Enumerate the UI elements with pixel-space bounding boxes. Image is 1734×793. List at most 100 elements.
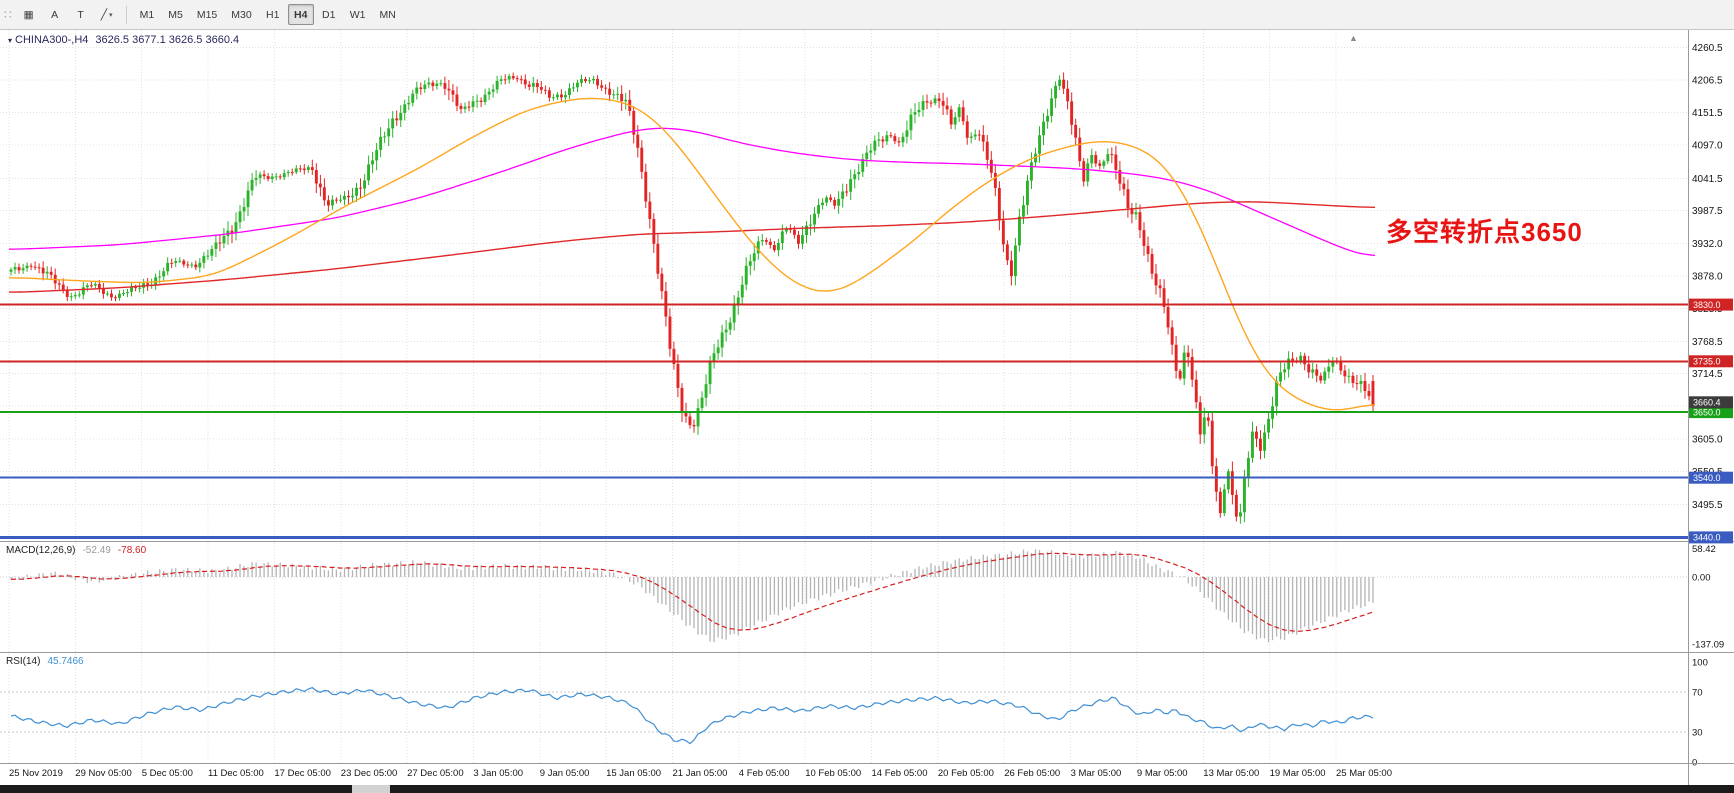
svg-text:10 Feb 05:00: 10 Feb 05:00	[805, 768, 861, 779]
svg-text:3495.5: 3495.5	[1692, 500, 1723, 511]
svg-text:20 Feb 05:00: 20 Feb 05:00	[938, 768, 994, 779]
svg-text:4 Feb 05:00: 4 Feb 05:00	[739, 768, 790, 779]
svg-text:23 Dec 05:00: 23 Dec 05:00	[341, 768, 398, 779]
timeframe-h4-button[interactable]: H4	[287, 4, 314, 25]
hline-price-tag[interactable]: 3540.0	[1689, 471, 1733, 484]
ma-slow-magenta	[8, 127, 1376, 257]
svg-text:4260.5: 4260.5	[1692, 43, 1723, 54]
svg-text:3768.5: 3768.5	[1692, 337, 1723, 348]
bottom-bar-notch	[352, 785, 390, 793]
timeframe-mn-button[interactable]: MN	[373, 4, 401, 25]
svg-text:30: 30	[1692, 728, 1703, 739]
macd-value: -52.49	[82, 545, 111, 556]
chart-symbol-period: CHINA300-,H4	[15, 34, 89, 46]
toolbar-grip-icon[interactable]: ∷	[4, 7, 12, 22]
svg-text:-137.09: -137.09	[1692, 639, 1724, 650]
timeframe-d1-button[interactable]: D1	[316, 4, 342, 25]
svg-text:21 Jan 05:00: 21 Jan 05:00	[673, 768, 728, 779]
svg-text:0.00: 0.00	[1692, 573, 1711, 584]
charts-icon: ▦	[23, 8, 34, 21]
svg-text:4151.5: 4151.5	[1692, 108, 1723, 119]
svg-text:9 Mar 05:00: 9 Mar 05:00	[1137, 768, 1188, 779]
price-grid: 4260.5 4206.5 4151.5 4097.0 4041.5 3987.5 3932…	[0, 43, 1723, 543]
rsi-value: 45.7466	[47, 656, 84, 667]
rsi-name: RSI(14)	[6, 656, 41, 667]
timeframe-m30-button[interactable]: M30	[225, 4, 257, 25]
svg-text:3540.0: 3540.0	[1693, 473, 1721, 483]
bottom-bar	[0, 785, 1734, 793]
svg-text:13 Mar 05:00: 13 Mar 05:00	[1203, 768, 1259, 779]
text-t-button[interactable]: T	[69, 4, 93, 25]
ma-fast-orange	[8, 97, 1376, 411]
timeframe-m5-button[interactable]: M5	[162, 4, 189, 25]
macd-label: MACD(12,26,9) -52.49 -78.60	[6, 545, 146, 556]
svg-text:5 Dec 05:00: 5 Dec 05:00	[142, 768, 193, 779]
svg-text:25 Mar 05:00: 25 Mar 05:00	[1336, 768, 1392, 779]
svg-text:3735.0: 3735.0	[1693, 357, 1721, 367]
rsi-panel: 10070300	[0, 658, 1708, 769]
chart-shift-marker-icon[interactable]: ▲	[1349, 33, 1358, 43]
toolbar-separator	[125, 5, 127, 24]
candlestick-series	[9, 72, 1375, 524]
svg-text:4041.5: 4041.5	[1692, 174, 1723, 185]
trendline-icon: ╱	[100, 8, 108, 21]
chart-canvas[interactable]: 25 Nov 2019 29 Nov 05:00 5 Dec 05:00 11 Dec…	[0, 30, 1734, 785]
current-price-tag[interactable]: 3660.4	[1689, 396, 1733, 409]
svg-text:17 Dec 05:00: 17 Dec 05:00	[274, 768, 331, 779]
svg-text:3440.0: 3440.0	[1693, 533, 1721, 543]
svg-text:26 Feb 05:00: 26 Feb 05:00	[1004, 768, 1060, 779]
text-a-button[interactable]: A	[43, 4, 67, 25]
trendline-button[interactable]: ╱ ▾	[95, 4, 119, 25]
svg-text:25 Nov 2019: 25 Nov 2019	[9, 768, 63, 779]
svg-text:4097.0: 4097.0	[1692, 141, 1723, 152]
svg-text:3830.0: 3830.0	[1693, 300, 1721, 310]
charts-button[interactable]: ▦	[17, 4, 41, 25]
hline-price-tag[interactable]: 3830.0	[1689, 298, 1733, 311]
rsi-label: RSI(14) 45.7466	[6, 656, 84, 667]
hline-price-tag[interactable]: 3440.0	[1689, 531, 1733, 544]
macd-panel: 58.42 0.00 -137.09	[0, 544, 1724, 650]
rsi-line	[10, 686, 1374, 745]
chart-title: ▾ CHINA300-,H4 3626.5 3677.1 3626.5 3660.4	[8, 34, 239, 46]
svg-text:27 Dec 05:00: 27 Dec 05:00	[407, 768, 464, 779]
chevron-down-icon: ▾	[109, 11, 113, 19]
panel-borders	[0, 30, 1734, 785]
toolbar: ∷ ▦ A T ╱ ▾ M1 M5 M15 M30 H1 H4 D1 W1 MN	[0, 0, 1734, 30]
hline-price-tag[interactable]: 3650.0	[1689, 406, 1733, 419]
svg-text:3987.5: 3987.5	[1692, 206, 1723, 217]
svg-text:3 Mar 05:00: 3 Mar 05:00	[1071, 768, 1122, 779]
macd-signal-value: -78.60	[117, 545, 147, 556]
ma-mid-red	[9, 201, 1376, 293]
svg-text:3660.4: 3660.4	[1693, 398, 1721, 408]
timeframe-m1-button[interactable]: M1	[134, 4, 161, 25]
svg-text:29 Nov 05:00: 29 Nov 05:00	[75, 768, 132, 779]
svg-text:3932.0: 3932.0	[1692, 239, 1723, 250]
svg-text:15 Jan 05:00: 15 Jan 05:00	[606, 768, 661, 779]
svg-text:100: 100	[1692, 658, 1708, 669]
chart-marker-icon: ▾	[8, 36, 13, 45]
svg-text:3878.0: 3878.0	[1692, 271, 1723, 282]
svg-text:11 Dec 05:00: 11 Dec 05:00	[208, 768, 264, 779]
chart-ohlc: 3626.5 3677.1 3626.5 3660.4	[95, 34, 240, 46]
macd-signal-line	[10, 552, 1374, 633]
svg-text:14 Feb 05:00: 14 Feb 05:00	[872, 768, 928, 779]
svg-text:19 Mar 05:00: 19 Mar 05:00	[1270, 768, 1326, 779]
svg-text:70: 70	[1692, 688, 1703, 699]
annotation-text[interactable]: 多空转折点3650	[1386, 217, 1583, 247]
svg-text:4206.5: 4206.5	[1692, 75, 1723, 86]
svg-text:58.42: 58.42	[1692, 544, 1716, 555]
svg-text:3650.0: 3650.0	[1693, 407, 1721, 417]
hline-price-tag[interactable]: 3735.0	[1689, 355, 1733, 368]
macd-name: MACD(12,26,9)	[6, 545, 76, 556]
svg-text:9 Jan 05:00: 9 Jan 05:00	[540, 768, 590, 779]
timeframe-w1-button[interactable]: W1	[344, 4, 372, 25]
svg-text:3605.0: 3605.0	[1692, 434, 1723, 445]
time-grid: 25 Nov 2019 29 Nov 05:00 5 Dec 05:00 11 Dec…	[8, 30, 1392, 779]
price-tags: 3830.0 3735.0 3650.0 3540.0 3440.0 3660.4	[1689, 298, 1733, 544]
timeframe-m15-button[interactable]: M15	[191, 4, 223, 25]
horizontal-lines	[0, 303, 1688, 539]
timeframe-h1-button[interactable]: H1	[260, 4, 286, 25]
svg-text:3714.5: 3714.5	[1692, 369, 1723, 380]
svg-text:3 Jan 05:00: 3 Jan 05:00	[473, 768, 523, 779]
